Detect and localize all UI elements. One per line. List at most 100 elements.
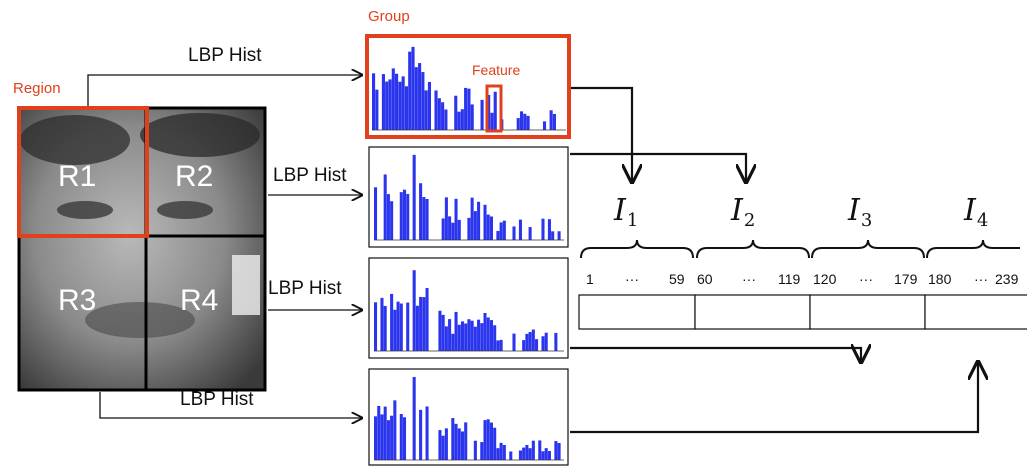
range-2-start: 60 xyxy=(697,271,713,287)
histogram-bar xyxy=(486,419,490,460)
histogram-bar xyxy=(414,67,418,130)
histogram-bar xyxy=(444,109,448,130)
region-label: Region xyxy=(13,80,61,97)
histogram-bar xyxy=(408,51,412,130)
index-label-i4: I4 xyxy=(964,193,989,231)
lbp-hist-label-3: LBP Hist xyxy=(268,278,342,299)
histogram-bar xyxy=(526,115,530,130)
histogram-bar xyxy=(457,324,461,351)
histogram-bar xyxy=(451,222,455,240)
arrow-hist1-to-i1 xyxy=(571,86,632,182)
histogram-bar xyxy=(467,217,471,240)
histogram-bar xyxy=(518,219,522,240)
histogram-bar xyxy=(525,445,529,460)
histogram-bar xyxy=(499,222,503,240)
histogram-bar xyxy=(425,406,429,460)
histogram-bar xyxy=(412,376,416,460)
histogram-bar xyxy=(454,311,458,351)
range-4-end: 239 xyxy=(995,271,1019,287)
histogram-bar xyxy=(422,297,426,351)
histogram-bar xyxy=(383,305,387,351)
histogram-bar xyxy=(480,323,484,351)
histogram-bar xyxy=(383,406,387,460)
histogram-bar xyxy=(427,81,432,130)
index-label-i2: I2 xyxy=(731,193,756,231)
lbp-hist-label-1: LBP Hist xyxy=(188,45,262,66)
histogram-bar xyxy=(425,198,429,240)
region-r1-label: R1 xyxy=(58,160,97,193)
histogram-bar xyxy=(519,111,524,130)
region-r3-label: R3 xyxy=(58,284,97,317)
histogram-bar xyxy=(406,302,410,351)
histogram-bar xyxy=(451,333,455,351)
histogram-bar xyxy=(441,435,445,460)
histogram-bar xyxy=(441,218,445,240)
histogram-bar xyxy=(388,79,392,130)
histogram-bar xyxy=(418,63,422,130)
histogram-bar xyxy=(489,216,493,240)
range-3-dots: ··· xyxy=(859,271,873,287)
histogram-bar xyxy=(385,81,389,130)
arrow-hist2-to-i2 xyxy=(570,152,746,182)
histogram-bar xyxy=(496,230,500,240)
histogram-bar xyxy=(419,296,423,351)
histogram-bar xyxy=(460,109,464,130)
histogram-bar xyxy=(396,301,400,351)
histogram-bar xyxy=(380,414,384,460)
histogram-bar xyxy=(499,442,503,460)
histogram-bar xyxy=(483,312,487,351)
histogram-bar xyxy=(393,400,397,460)
histogram-bar xyxy=(552,113,556,130)
arrow-hist4-to-i4 xyxy=(570,362,978,434)
histogram-bar xyxy=(489,320,493,351)
histogram-bar xyxy=(473,326,477,351)
histogram-bar xyxy=(486,317,490,351)
histogram-bar xyxy=(460,321,465,351)
histogram-bar xyxy=(464,422,468,460)
histogram-bar xyxy=(541,451,545,460)
histogram-bar xyxy=(383,174,387,240)
histogram-bar xyxy=(477,319,481,351)
histogram-bar xyxy=(412,270,416,351)
histogram-bar xyxy=(464,323,468,351)
histogram-bar xyxy=(438,430,442,460)
histogram-bar xyxy=(441,314,445,351)
histogram-bar xyxy=(401,76,405,130)
histogram-bar xyxy=(547,219,551,240)
histogram-bar xyxy=(486,214,490,240)
feature-highlight xyxy=(485,84,503,133)
histogram-bar xyxy=(470,197,474,240)
histogram-bar xyxy=(441,102,445,130)
histogram-bar xyxy=(496,340,500,351)
histogram-bar xyxy=(538,440,542,460)
histogram-bar xyxy=(386,420,390,460)
histogram-bar xyxy=(399,303,403,351)
histogram-bar xyxy=(448,216,452,240)
histogram-bar xyxy=(554,332,558,351)
histogram-bar xyxy=(424,90,428,130)
histogram-box-r3 xyxy=(368,257,569,359)
histogram-bar xyxy=(454,198,458,240)
histogram-bar xyxy=(404,86,408,130)
range-1-dots: ··· xyxy=(625,271,639,287)
histogram-bar xyxy=(528,448,532,460)
braces xyxy=(580,239,1020,259)
histogram-bar xyxy=(483,420,487,460)
range-3-end: 179 xyxy=(894,271,918,287)
histogram-bar xyxy=(374,302,378,351)
vector-segment-2 xyxy=(694,294,811,330)
histogram-bar xyxy=(464,87,468,130)
histogram-bar xyxy=(512,226,516,240)
histogram-bar xyxy=(557,442,561,460)
histogram-bar xyxy=(390,293,394,351)
histogram-bar xyxy=(467,88,471,130)
histogram-bar xyxy=(554,441,558,460)
histogram-bar xyxy=(483,204,487,240)
histogram-bar xyxy=(557,231,561,240)
histogram-bar xyxy=(399,192,403,240)
histogram-box-r2 xyxy=(368,146,569,248)
region-r4-label: R4 xyxy=(180,284,219,317)
range-4-start: 180 xyxy=(928,271,952,287)
histogram-group-box xyxy=(365,34,571,139)
